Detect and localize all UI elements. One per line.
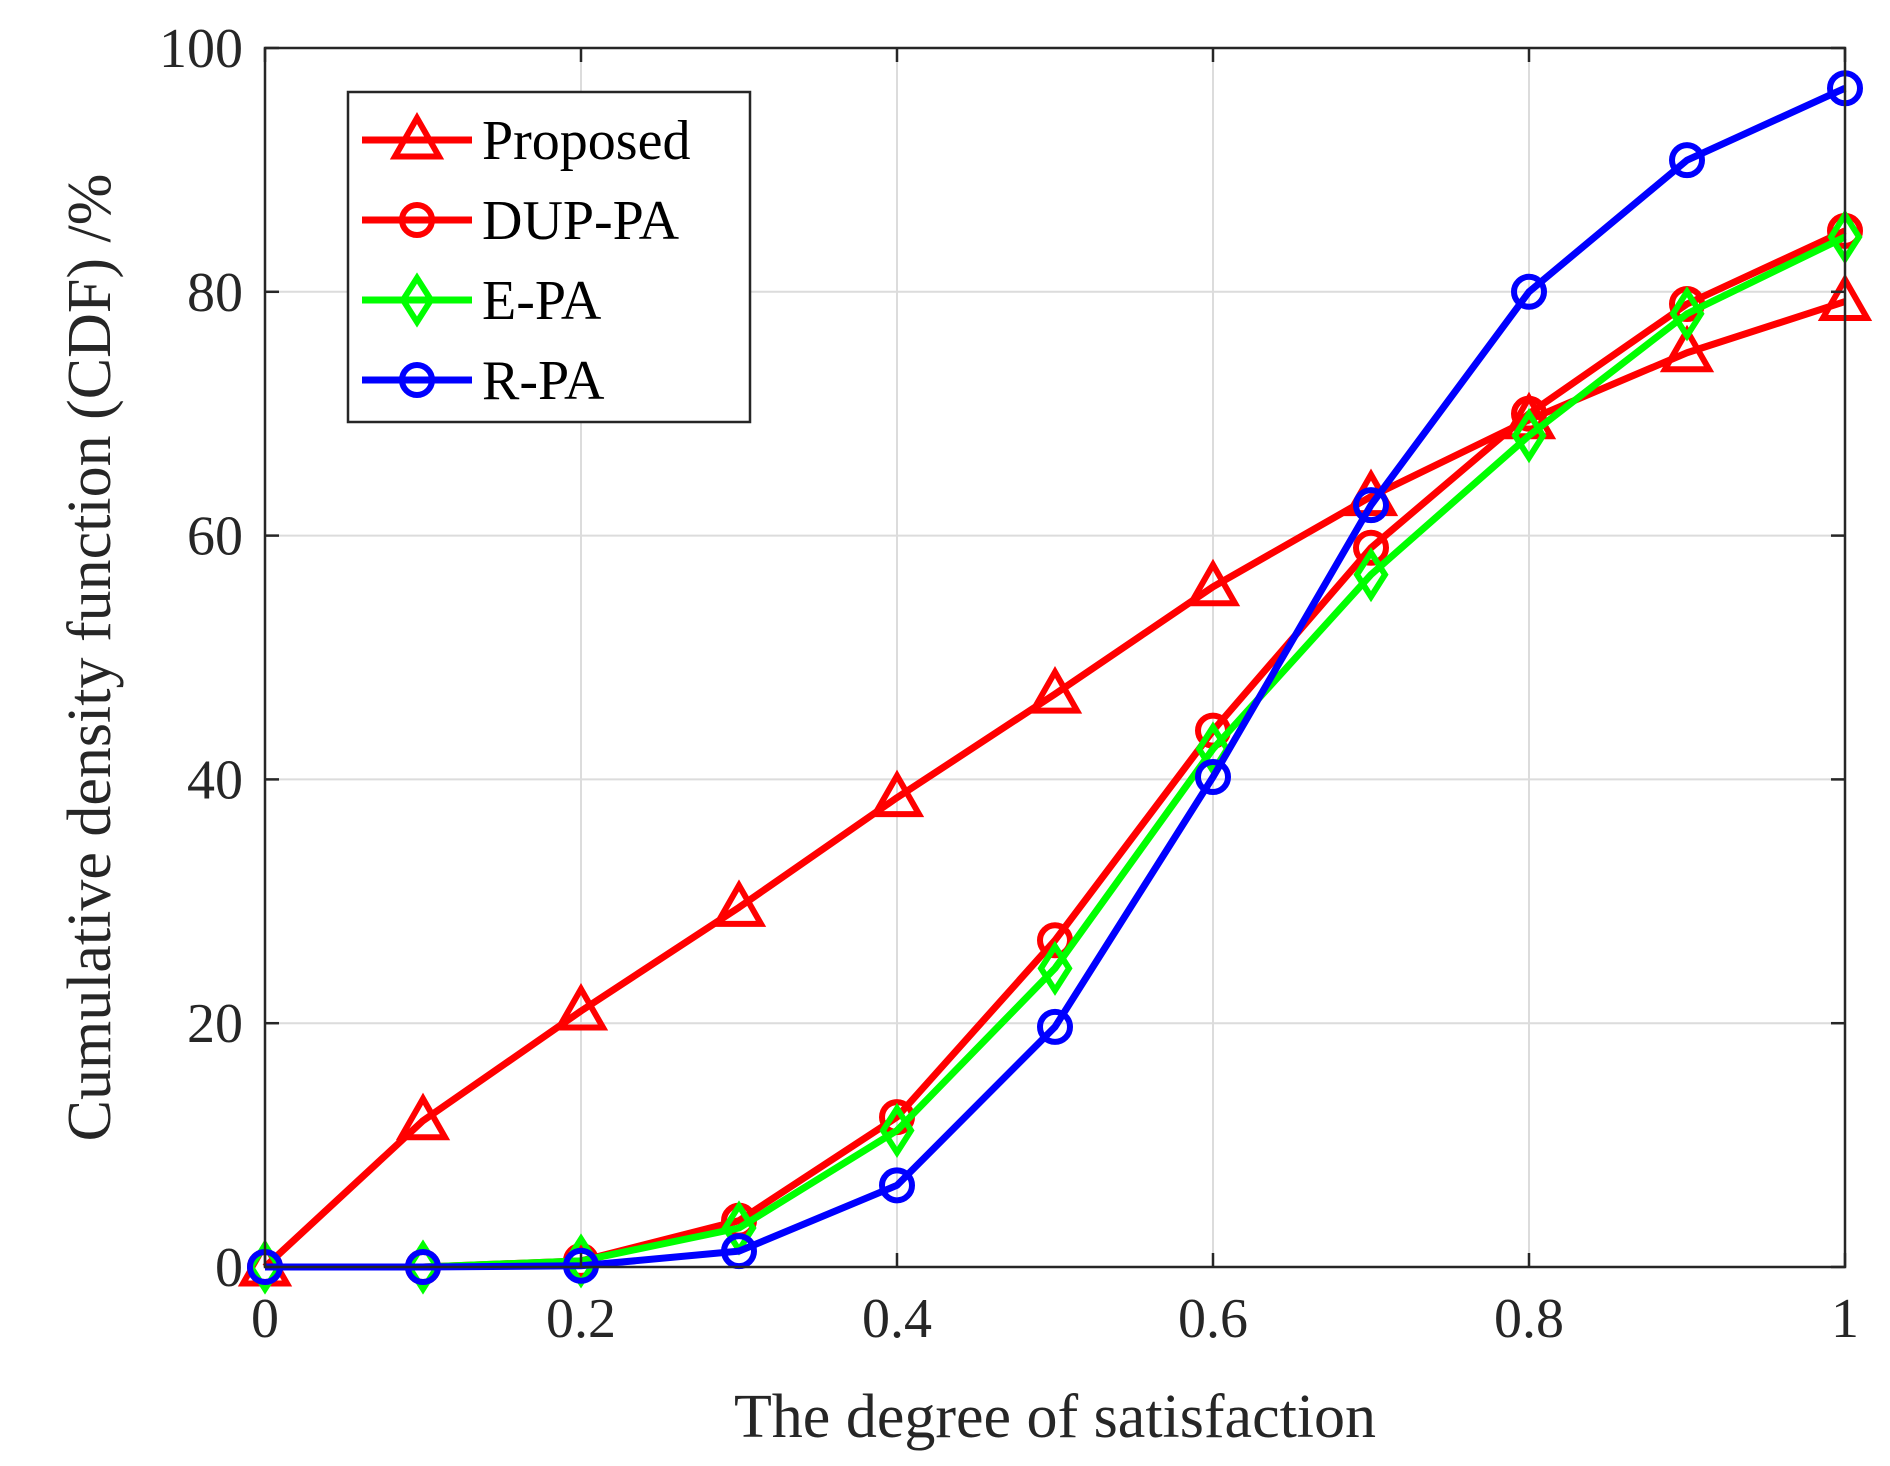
y-tick-label: 20 [187,993,243,1055]
y-tick-label: 40 [187,749,243,811]
x-tick-label: 1 [1831,1288,1859,1350]
legend-swatch-marker [399,202,435,238]
y-tick-label: 60 [187,506,243,568]
data-point-e-pa [1353,547,1389,603]
axis-ticks [263,46,1847,1269]
data-point-r-pa [1669,142,1705,179]
data-point-dup-pa [1511,395,1547,432]
data-point-proposed [869,769,925,818]
legend-label: E-PA [482,270,602,332]
legend-swatch-marker [399,272,435,328]
data-point-r-pa [1511,273,1547,310]
y-axis-title: Cumulative density function (CDF) /% [56,174,124,1142]
legend: Proposed DUP-PA E-PA R-PA [346,90,752,424]
data-point-proposed [1659,324,1715,373]
legend-label: Proposed [482,110,690,172]
data-point-r-pa [879,1167,915,1204]
x-tick-label: 0 [251,1288,279,1350]
legend-item-dup-pa: DUP-PA [362,190,680,252]
legend-label: DUP-PA [482,190,680,252]
legend-item-e-pa: E-PA [362,270,602,332]
x-tick-label: 0.6 [1178,1288,1248,1350]
x-tick-label: 0.2 [546,1288,616,1350]
x-axis-title: The degree of satisfaction [734,1383,1376,1451]
data-point-e-pa [247,1239,283,1295]
legend-label: R-PA [482,350,605,412]
plot-area-frame [263,46,1847,1269]
data-point-e-pa [1037,940,1073,996]
series-layer [237,70,1873,1295]
data-point-dup-pa [1037,922,1073,959]
data-point-r-pa [1037,1008,1073,1045]
data-point-proposed [1027,666,1083,714]
series-line-proposed [262,298,1847,1270]
x-tick-label: 0.8 [1494,1288,1564,1350]
data-point-proposed [553,982,609,1031]
x-tick-labels: 0 0.2 0.4 0.6 0.8 1 [251,1288,1859,1350]
y-tick-label: 100 [159,18,243,80]
data-point-proposed [711,879,767,927]
data-point-e-pa [1511,408,1547,464]
data-point-r-pa [1195,758,1231,795]
data-point-proposed [395,1092,451,1141]
data-point-proposed [1185,558,1241,607]
data-point-e-pa [879,1102,915,1159]
data-point-e-pa [1669,286,1705,342]
series-proposed [237,273,1873,1287]
y-tick-label: 0 [215,1237,243,1299]
data-point-dup-pa [1353,529,1389,566]
data-point-r-pa [1353,487,1389,524]
legend-swatch-marker [399,362,435,398]
legend-swatch-marker [389,111,445,160]
y-tick-labels: 0 20 40 60 80 100 [159,18,243,1299]
legend-item-proposed: Proposed [362,110,690,172]
x-tick-label: 0.4 [862,1288,932,1350]
data-point-e-pa [405,1239,441,1295]
y-tick-label: 80 [187,262,243,324]
legend-item-r-pa: R-PA [362,350,605,412]
